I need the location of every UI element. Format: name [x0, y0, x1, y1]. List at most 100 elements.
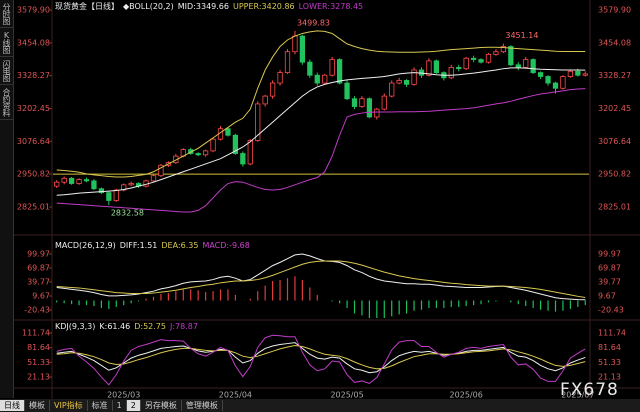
y-tick-label: 3454.08 [598, 38, 631, 47]
legend-entry: D:52.75 [134, 322, 166, 331]
y-tick-label: 9.67 [32, 292, 50, 301]
candle-body [575, 70, 581, 76]
tab[interactable]: 合约资料 [0, 85, 13, 120]
x-tick-label: 2025/07 [561, 391, 594, 400]
candle-body [426, 60, 432, 76]
candle-body [113, 189, 119, 201]
candle-body [158, 164, 164, 177]
y-tick-label: 3454.08 [17, 38, 50, 47]
candle-body [403, 80, 410, 85]
y-tick-label: 111.74 [598, 329, 626, 338]
candle-body [478, 59, 484, 63]
legend-entry: UPPER:3420.86 [233, 2, 295, 11]
button[interactable]: 标准 [88, 400, 113, 411]
panel-header: MACD(26,12,9) DIFF:1.51 DEA:6.35 MACD:-9.68 [55, 241, 250, 250]
x-tick-label: 2025/03 [107, 391, 140, 400]
title: 现货黄金【日线】 [55, 1, 119, 11]
line [56, 334, 586, 386]
candle-body [91, 180, 97, 190]
candle-body [128, 183, 134, 186]
candle-body [530, 59, 536, 74]
y-tick-label: 99.97 [598, 250, 621, 259]
candle-body [366, 98, 373, 118]
candle-body [277, 72, 283, 84]
y-tick-label: -20.43 [598, 306, 624, 315]
x-tick-label: 2025/05 [330, 391, 363, 400]
line [56, 30, 586, 178]
y-tick-label: -20.43 [24, 306, 50, 315]
candle-body [76, 179, 82, 184]
tab[interactable]: K线图 [0, 28, 13, 57]
y-tick-label: 3202.45 [598, 104, 631, 113]
candle-body [560, 76, 566, 89]
title: KDJ(9,3,3) [55, 322, 95, 331]
candle-body [493, 51, 499, 55]
candle-body [344, 82, 350, 100]
panel [56, 253, 586, 318]
button[interactable]: 管理模板 [182, 400, 223, 411]
button[interactable]: 另存模板 [141, 400, 182, 411]
candle-body [269, 82, 276, 97]
candle-body [262, 95, 268, 105]
candle-body [225, 128, 231, 136]
candle-body [98, 188, 105, 194]
y-tick-label: 3076.64 [598, 137, 631, 146]
candle-body [61, 177, 67, 183]
y-tick-label: 3328.27 [598, 71, 631, 80]
candle-body [322, 74, 328, 84]
candle-body [299, 35, 306, 63]
candle-body [545, 76, 551, 84]
line [56, 344, 586, 370]
candle-body [515, 64, 521, 68]
y-tick-label: 81.64 [27, 343, 50, 352]
line [56, 342, 586, 374]
y-tick-label: 21.13 [598, 373, 621, 382]
candle-body [508, 46, 514, 66]
price-annotation: 2832.58 [111, 209, 144, 218]
panel [56, 334, 586, 386]
candle-body [202, 150, 209, 156]
legend-entry: LOWER:3278.45 [299, 2, 364, 11]
candle-body [359, 98, 365, 107]
title: MACD(26,12,9) [55, 241, 116, 250]
tab[interactable]: 闪电图 [0, 57, 13, 85]
candle-body [307, 61, 313, 76]
y-tick-label: 51.33 [598, 358, 621, 367]
chart: 2825.01 2825.01 2950.82 2950.82 3076.64 3076.… [14, 0, 640, 400]
legend-entry: MID:3349.66 [178, 2, 229, 11]
candle-body [284, 51, 291, 74]
y-tick-label: 111.74 [22, 329, 50, 338]
line [56, 88, 586, 213]
candle-body [485, 53, 492, 63]
line [56, 260, 586, 299]
y-tick-label: 21.13 [27, 373, 50, 382]
button[interactable]: VIP指标 [50, 400, 88, 411]
button[interactable]: 2 [126, 400, 141, 411]
candle-body [106, 192, 112, 201]
candle-body [374, 108, 380, 118]
candle-body [68, 177, 75, 184]
candle-body [582, 73, 588, 76]
x-tick-label: 2025/04 [219, 391, 252, 400]
y-tick-label: 2825.01 [598, 203, 631, 212]
candle-body [456, 66, 462, 70]
candle-body [329, 59, 335, 76]
panel-header: KDJ(9,3,3) K:61.46 D:52.75 J:78.87 [55, 322, 198, 331]
candle-body [389, 82, 395, 97]
candle-body [448, 66, 454, 79]
y-tick-label: 3579.90 [598, 6, 631, 15]
y-tick-label: 39.77 [27, 278, 50, 287]
candle-body [411, 69, 417, 85]
y-tick-label: 69.87 [598, 264, 621, 273]
button[interactable]: 1 [113, 400, 127, 411]
watermark: FX678 [560, 380, 619, 400]
candle-body [240, 153, 246, 165]
button[interactable]: 日线 [0, 400, 25, 411]
candle-body [523, 59, 529, 68]
y-tick-label: 39.77 [598, 278, 621, 287]
button[interactable]: 模板 [25, 400, 50, 411]
candle-body [292, 35, 298, 53]
tab[interactable]: 分时图 [0, 0, 13, 28]
candle-body [121, 184, 127, 191]
candle-body [83, 179, 90, 182]
